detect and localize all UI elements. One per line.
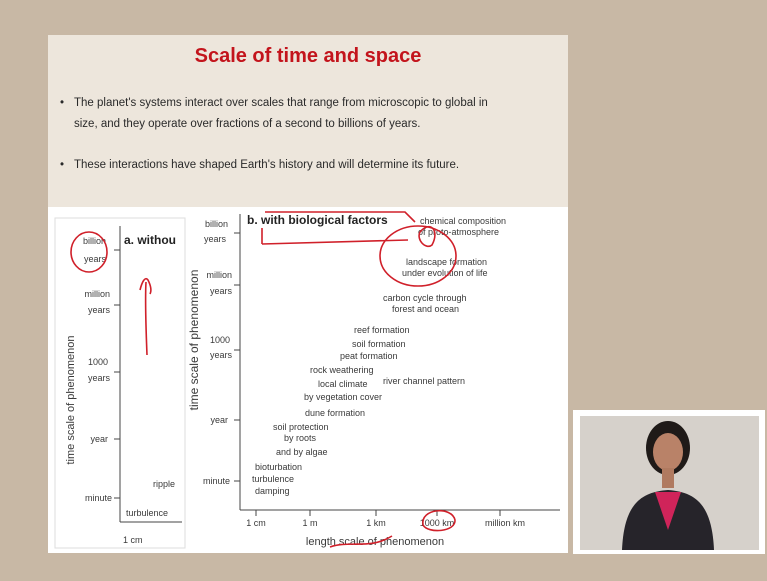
y-tick-label: 1000 bbox=[88, 357, 108, 367]
panel-a: a. withou time scale of phenomenon billi… bbox=[55, 218, 185, 548]
y-axis-label: time scale of phenomenon bbox=[187, 270, 201, 411]
phenomenon: peat formation bbox=[340, 351, 398, 361]
y-tick-label: years bbox=[204, 234, 227, 244]
phenomenon: bioturbation bbox=[255, 462, 302, 472]
phenomenon: forest and ocean bbox=[392, 304, 459, 314]
y-tick-label: million bbox=[206, 270, 232, 280]
bullet-text: These interactions have shaped Earth's h… bbox=[74, 159, 459, 171]
bullet-dot: • bbox=[60, 159, 64, 171]
y-tick-label: years bbox=[210, 350, 233, 360]
y-tick-label: years bbox=[88, 373, 111, 383]
y-tick-label: million bbox=[84, 289, 110, 299]
x-tick-label: 1 m bbox=[302, 518, 317, 528]
y-tick-label: year bbox=[90, 434, 108, 444]
phenomenon: ripple bbox=[153, 479, 175, 489]
phenomenon: turbulence bbox=[126, 508, 168, 518]
phenomenon: soil formation bbox=[352, 339, 406, 349]
x-tick-label: 1 cm bbox=[123, 535, 143, 545]
bullet-dot: • bbox=[60, 97, 64, 109]
x-tick-label: 1 cm bbox=[246, 518, 266, 528]
presenter-video bbox=[573, 410, 765, 554]
bullet-text: The planet's systems interact over scale… bbox=[74, 97, 488, 109]
phenomenon: soil protection bbox=[273, 422, 329, 432]
y-tick-label: year bbox=[210, 415, 228, 425]
phenomenon: and by algae bbox=[276, 447, 328, 457]
y-tick-label: minute bbox=[203, 476, 230, 486]
person-face bbox=[653, 433, 683, 471]
phenomenon: dune formation bbox=[305, 408, 365, 418]
panel-title: a. withou bbox=[124, 233, 176, 247]
phenomenon: river channel pattern bbox=[383, 376, 465, 386]
y-tick-label: minute bbox=[85, 493, 112, 503]
y-tick-label: billion bbox=[83, 236, 106, 246]
phenomenon: local climate bbox=[318, 379, 368, 389]
phenomenon: by vegetation cover bbox=[304, 392, 382, 402]
phenomenon: carbon cycle through bbox=[383, 293, 467, 303]
panel-title: b. with biological factors bbox=[247, 213, 388, 227]
y-tick-label: years bbox=[210, 286, 233, 296]
phenomenon: turbulence bbox=[252, 474, 294, 484]
y-tick-label: 1000 bbox=[210, 335, 230, 345]
x-tick-label: 1 km bbox=[366, 518, 386, 528]
y-axis-label: time scale of phenomenon bbox=[65, 335, 77, 464]
bullet-text: size, and they operate over fractions of… bbox=[74, 118, 420, 130]
phenomenon: reef formation bbox=[354, 325, 410, 335]
person-neck bbox=[662, 468, 674, 488]
y-tick-label: years bbox=[88, 305, 111, 315]
x-tick-label: million km bbox=[485, 518, 525, 528]
phenomenon: landscape formation bbox=[406, 257, 487, 267]
screen: Scale of time and space • The planet's s… bbox=[0, 0, 767, 581]
y-tick-label: years bbox=[84, 254, 107, 264]
y-tick-label: billion bbox=[205, 219, 228, 229]
phenomenon: of proto-atmosphere bbox=[418, 227, 499, 237]
phenomenon: rock weathering bbox=[310, 365, 374, 375]
phenomenon: chemical composition bbox=[420, 216, 506, 226]
slide-title: Scale of time and space bbox=[195, 45, 422, 67]
phenomenon: by roots bbox=[284, 433, 317, 443]
phenomenon: damping bbox=[255, 486, 290, 496]
